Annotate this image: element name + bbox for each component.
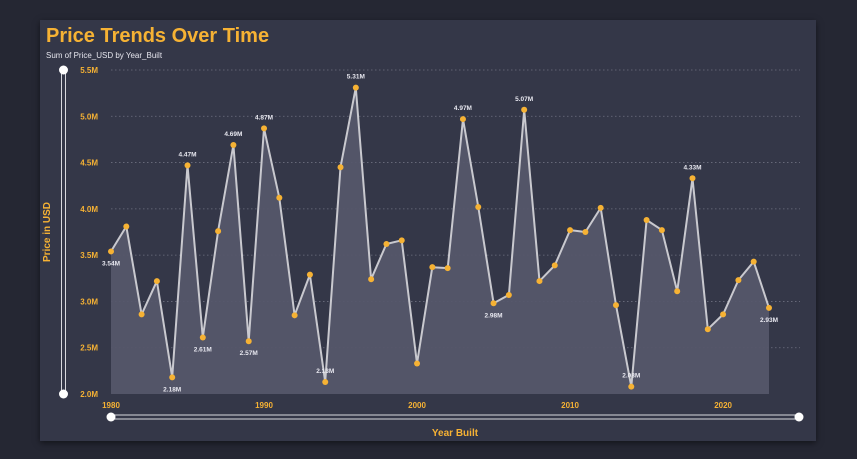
data-point[interactable] <box>628 383 635 390</box>
data-point[interactable] <box>123 223 130 230</box>
x-tick-label: 2000 <box>408 401 426 410</box>
data-point[interactable] <box>199 334 206 341</box>
data-label: 2.98M <box>485 312 503 319</box>
data-label: 2.61M <box>194 347 212 354</box>
data-label: 2.93M <box>760 317 778 324</box>
data-point[interactable] <box>735 277 742 284</box>
data-point[interactable] <box>261 125 268 132</box>
data-point[interactable] <box>138 311 145 318</box>
y-tick-label: 4.5M <box>80 159 98 168</box>
data-point[interactable] <box>169 374 176 381</box>
data-point[interactable] <box>750 258 757 265</box>
data-label: 4.69M <box>224 131 242 138</box>
data-point[interactable] <box>475 204 482 211</box>
data-label: 4.87M <box>255 114 273 121</box>
data-label: 2.18M <box>163 386 181 393</box>
data-labels: 3.54M 2.18M 4.47M 2.61M 4.69M 2.57M 4.87M 2.13M… <box>102 74 778 394</box>
x-axis-title: Year Built <box>432 428 479 439</box>
data-point[interactable] <box>245 338 252 345</box>
data-point[interactable] <box>689 175 696 182</box>
data-label: 3.54M <box>102 260 120 267</box>
data-point[interactable] <box>383 241 390 248</box>
data-point[interactable] <box>230 141 237 148</box>
data-label: 4.33M <box>683 164 701 171</box>
x-tick-label: 1990 <box>255 401 273 410</box>
x-slider-handle-left[interactable] <box>106 412 116 422</box>
data-point[interactable] <box>368 276 375 283</box>
series-area-fill <box>111 87 769 394</box>
data-point[interactable] <box>567 227 574 234</box>
y-range-slider[interactable] <box>59 65 68 399</box>
y-tick-label: 2.5M <box>80 344 98 353</box>
data-point[interactable] <box>215 228 222 235</box>
y-tick-label: 3.0M <box>80 297 98 306</box>
data-label: 5.31M <box>347 74 365 81</box>
data-point[interactable] <box>612 302 619 309</box>
data-point[interactable] <box>459 116 466 123</box>
x-axis-ticks: 1980 1990 2000 2010 2020 <box>102 401 732 410</box>
x-tick-label: 1980 <box>102 401 120 410</box>
y-slider-handle-top[interactable] <box>59 65 68 75</box>
series-line <box>110 86 770 388</box>
y-tick-label: 4.0M <box>80 205 98 214</box>
x-slider-track[interactable] <box>110 414 800 420</box>
x-tick-label: 2010 <box>561 401 579 410</box>
y-axis-title: Price in USD <box>42 202 53 262</box>
y-slider-track[interactable] <box>61 69 66 395</box>
data-point[interactable] <box>505 291 512 298</box>
data-point[interactable] <box>490 300 497 307</box>
data-point[interactable] <box>322 378 329 385</box>
data-point[interactable] <box>153 278 160 285</box>
line-area-chart: 3.54M 2.18M 4.47M 2.61M 4.69M 2.57M 4.87M 2.13M… <box>42 65 804 439</box>
data-point[interactable] <box>582 229 589 235</box>
data-label: 2.13M <box>316 368 334 375</box>
data-point[interactable] <box>674 288 681 295</box>
chart-card: Price Trends Over Time Sum of Price_USD … <box>40 20 816 441</box>
data-point[interactable] <box>704 326 711 333</box>
y-tick-label: 5.0M <box>80 112 98 121</box>
x-tick-label: 2020 <box>714 401 732 410</box>
data-label: 2.08M <box>622 373 640 380</box>
data-label: 2.57M <box>240 350 258 357</box>
data-point[interactable] <box>398 237 405 244</box>
data-point[interactable] <box>766 304 772 311</box>
y-tick-label: 3.5M <box>80 251 98 260</box>
y-slider-handle-bottom[interactable] <box>59 389 68 399</box>
data-point[interactable] <box>306 271 313 278</box>
data-point[interactable] <box>521 106 528 113</box>
y-tick-label: 2.0M <box>80 390 98 399</box>
data-points <box>108 84 772 390</box>
data-label: 4.97M <box>454 105 472 112</box>
data-point[interactable] <box>276 194 283 201</box>
data-point[interactable] <box>536 278 543 285</box>
data-point[interactable] <box>444 265 451 272</box>
data-point[interactable] <box>337 164 344 171</box>
chart-subtitle: Sum of Price_USD by Year_Built <box>46 51 163 60</box>
data-point[interactable] <box>551 262 558 269</box>
data-point[interactable] <box>108 248 114 255</box>
data-point[interactable] <box>291 312 298 319</box>
x-range-slider[interactable] <box>106 412 804 422</box>
data-point[interactable] <box>429 264 436 271</box>
x-slider-handle-right[interactable] <box>794 412 804 422</box>
data-point[interactable] <box>597 204 604 211</box>
data-label: 4.47M <box>178 151 196 158</box>
y-tick-label: 5.5M <box>80 66 98 75</box>
data-point[interactable] <box>658 227 665 234</box>
data-point[interactable] <box>352 84 359 91</box>
data-point[interactable] <box>720 311 727 318</box>
data-point[interactable] <box>414 360 421 367</box>
data-point[interactable] <box>184 162 191 169</box>
chart-title: Price Trends Over Time <box>46 25 270 47</box>
y-axis-ticks: 2.0M 2.5M 3.0M 3.5M 4.0M 4.5M 5.0M 5.5M <box>80 66 98 399</box>
data-label: 5.07M <box>515 96 533 103</box>
data-point[interactable] <box>643 216 650 223</box>
